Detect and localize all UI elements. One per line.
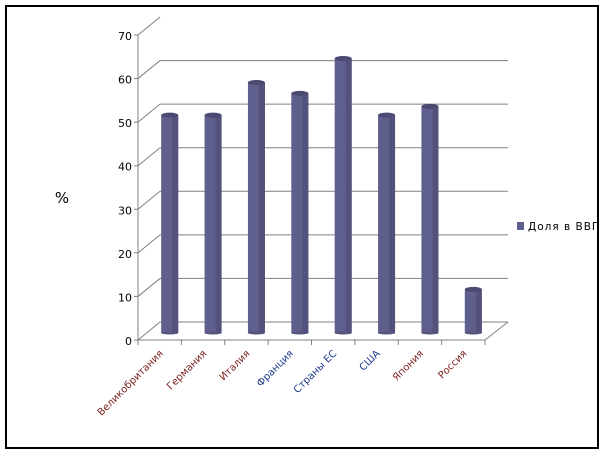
x-tick-label: Франция [255, 348, 296, 389]
bar-base [378, 331, 396, 335]
bar-top [334, 56, 352, 61]
legend-label: Доля в ВВП [528, 221, 601, 233]
bar-shade [475, 289, 482, 333]
bar-top [421, 103, 439, 109]
gridline-diagonal [137, 321, 161, 341]
bar-shade [215, 115, 222, 334]
gridlines [137, 16, 508, 341]
x-tick-label: Страны ЕС [292, 348, 340, 396]
bar-base [334, 331, 352, 335]
y-tick-label: 40 [118, 161, 132, 174]
bar-top [161, 112, 179, 118]
x-tick-label: Италия [218, 348, 253, 383]
x-tick-labels: Великобритания Германия Италия ФранцияСтран… [96, 348, 470, 418]
bar-base [161, 331, 179, 335]
bar-top [378, 112, 396, 118]
y-tick-labels: 0 10 20 30 40 50 60 70 [118, 30, 132, 348]
x-tick-label: Германия [165, 348, 209, 392]
axes [134, 34, 509, 345]
bar-shade [172, 115, 179, 334]
legend: Доля в ВВП [517, 221, 601, 233]
bar-top [247, 79, 265, 85]
x-tick-label: Япония [391, 348, 426, 383]
gridline-diagonal [137, 16, 161, 36]
gridline-diagonal [137, 234, 161, 254]
y-tick-label: 60 [118, 74, 132, 87]
y-tick-label: 0 [125, 335, 132, 348]
y-tick-label: 20 [118, 248, 132, 261]
y-tick-label: 30 [118, 204, 132, 217]
bar-shade [432, 106, 439, 333]
bar-base [291, 331, 309, 335]
bars [161, 56, 482, 335]
bar-base [464, 331, 482, 335]
y-tick-label: 70 [118, 30, 132, 43]
legend-swatch [517, 222, 524, 230]
x-tick-label: Россия [436, 348, 469, 381]
bar-top [291, 90, 309, 96]
chart-frame [5, 5, 599, 449]
gridline-diagonal [137, 103, 161, 123]
bar-shade [258, 82, 265, 333]
bar-shade [302, 93, 309, 333]
y-tick-label: 50 [118, 117, 132, 130]
gridline-diagonal [137, 190, 161, 210]
bar-top [464, 286, 482, 292]
bar-base [247, 331, 265, 335]
gridline-diagonal [137, 278, 161, 297]
floor-edge [484, 321, 509, 341]
bar-shade [389, 115, 396, 334]
bar-shade [345, 58, 352, 333]
y-axis-label: % [55, 189, 69, 207]
bar-top [204, 112, 222, 118]
bar-base [204, 331, 222, 335]
y-tick-label: 10 [118, 291, 132, 304]
gridline-diagonal [137, 60, 161, 79]
bar-base [421, 331, 439, 335]
x-tick-label: США [358, 348, 383, 373]
x-tick-label: Великобритания [96, 348, 166, 418]
gridline-diagonal [137, 147, 161, 167]
